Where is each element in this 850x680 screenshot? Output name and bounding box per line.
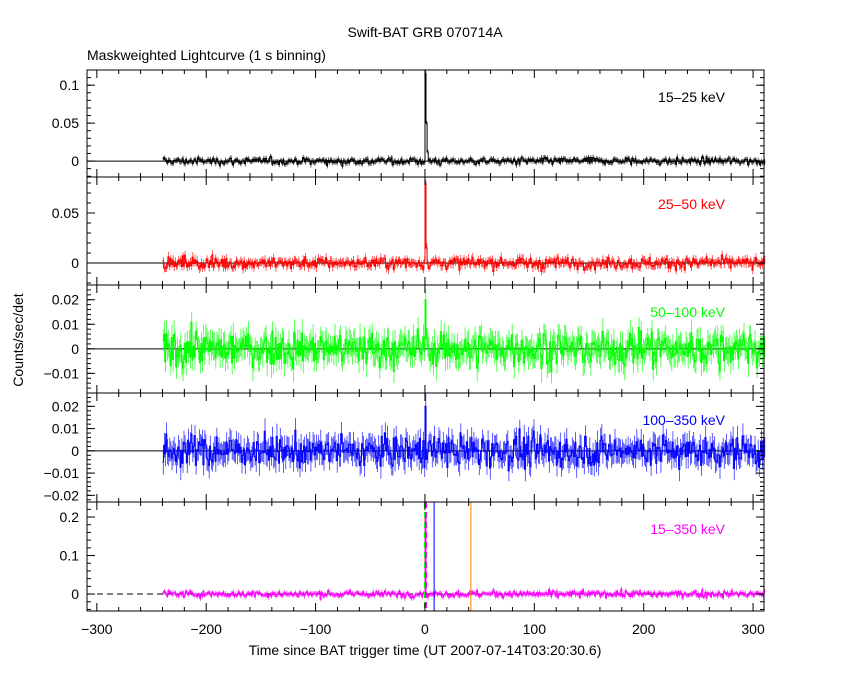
x-tick-label: 200 (632, 621, 656, 637)
y-tick-label: 0 (71, 255, 79, 271)
y-tick-label: 0 (71, 586, 79, 602)
error-bars (162, 393, 766, 482)
y-tick-label: 0.01 (52, 316, 79, 332)
x-tick-label: 0 (421, 621, 429, 637)
y-tick-label: 0 (71, 153, 79, 169)
panel-50-100-kev: −0.01 0 0.01 0.02 50–100 keV (44, 284, 766, 394)
y-tick-label: 0 (71, 443, 79, 459)
y-tick-label: 0.05 (52, 205, 79, 221)
series-line (162, 182, 766, 273)
legend-label: 15–350 keV (650, 521, 725, 537)
x-tick-label: −300 (81, 621, 113, 637)
series-line (162, 73, 766, 167)
x-tick-label: 300 (741, 621, 765, 637)
series-line (162, 516, 766, 600)
error-bars (162, 70, 766, 169)
x-axis-label: Time since BAT trigger time (UT 2007-07-… (249, 642, 602, 658)
legend-label: 50–100 keV (650, 304, 725, 320)
chart-subtitle: Maskweighted Lightcurve (1 s binning) (87, 47, 326, 63)
x-tick-label: 100 (523, 621, 547, 637)
y-tick-label: 0.1 (60, 548, 80, 564)
panel-25-50-kev: 0 0.05 25–50 keV (52, 176, 766, 286)
y-tick-label: 0.01 (52, 421, 79, 437)
x-tick-label: −200 (190, 621, 222, 637)
y-tick-label: −0.02 (44, 487, 80, 503)
y-tick-label: 0.2 (60, 509, 80, 525)
chart-title: Swift-BAT GRB 070714A (347, 24, 503, 40)
series-line (162, 299, 766, 373)
series-line (162, 405, 766, 472)
panel-100-350-kev: −0.02 −0.01 0 0.01 0.02 100–350 keV (44, 392, 766, 503)
panel-15-25-kev: 0 0.05 0.1 15–25 keV (52, 69, 766, 178)
y-tick-label: 0 (71, 341, 79, 357)
y-tick-label: 0.02 (52, 398, 79, 414)
legend-label: 100–350 keV (642, 412, 725, 428)
y-tick-label: −0.01 (44, 465, 80, 481)
x-tick-label: −100 (300, 621, 332, 637)
legend-label: 25–50 keV (658, 196, 726, 212)
panel-15-350-kev: 0 0.1 0.2 15–350 keV (60, 501, 766, 612)
legend-label: 15–25 keV (658, 89, 726, 105)
y-tick-label: 0.1 (60, 77, 80, 93)
y-tick-label: 0.02 (52, 292, 79, 308)
y-axis-label: Counts/sec/det (10, 293, 26, 386)
y-tick-label: −0.01 (44, 365, 80, 381)
y-tick-label: 0.05 (52, 115, 79, 131)
panel-frame (86, 501, 765, 612)
